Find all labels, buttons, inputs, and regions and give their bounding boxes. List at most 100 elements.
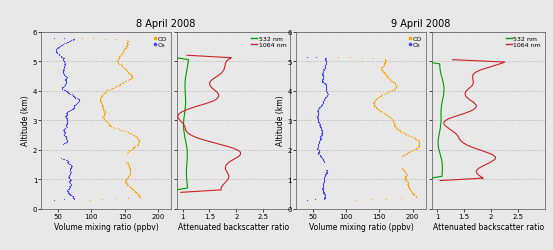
Point	[60, 62, 69, 66]
Point	[405, 187, 414, 191]
Point	[378, 68, 387, 71]
Point	[61, 126, 70, 130]
Point	[318, 186, 327, 190]
Point	[390, 88, 399, 92]
Point	[322, 172, 331, 175]
Point	[392, 86, 400, 90]
Point	[380, 62, 389, 66]
Point	[377, 110, 386, 114]
Point	[126, 167, 134, 171]
Point	[323, 92, 332, 96]
Point	[314, 151, 323, 155]
Point	[124, 162, 133, 166]
Point	[123, 176, 132, 180]
Point	[121, 68, 129, 71]
Point	[66, 172, 75, 175]
Point	[409, 148, 418, 152]
Point	[405, 186, 414, 190]
Point	[64, 186, 73, 190]
Point	[398, 130, 407, 134]
Point	[129, 146, 138, 150]
Point	[60, 127, 69, 131]
Point	[315, 123, 324, 127]
Point	[411, 194, 420, 198]
Point	[120, 48, 129, 52]
Point	[72, 102, 81, 106]
Point	[66, 163, 75, 167]
Point	[130, 145, 139, 149]
Point	[113, 58, 122, 62]
Point	[411, 137, 420, 141]
Point	[55, 46, 64, 50]
Point	[123, 151, 132, 155]
Point	[134, 140, 143, 144]
Point	[62, 114, 71, 118]
Point	[318, 74, 327, 78]
Point	[66, 194, 75, 198]
Point	[128, 187, 137, 191]
Point	[63, 121, 72, 125]
Point	[322, 170, 331, 174]
Point	[122, 178, 131, 182]
Point	[312, 115, 321, 119]
Point	[372, 97, 381, 101]
Point	[124, 149, 133, 153]
Point	[411, 195, 420, 199]
Point	[65, 40, 74, 44]
Point	[65, 185, 74, 189]
Point	[54, 46, 62, 50]
Point	[60, 132, 69, 136]
Point	[313, 110, 322, 114]
Point	[65, 178, 74, 182]
Point	[59, 43, 67, 47]
Point	[384, 77, 393, 81]
Point	[62, 80, 71, 84]
Point	[369, 102, 378, 106]
Point	[60, 66, 69, 70]
Point	[414, 141, 423, 145]
Point	[61, 135, 70, 139]
Point	[125, 166, 134, 170]
Point	[392, 84, 400, 87]
Point	[123, 41, 132, 45]
Point	[319, 191, 327, 195]
Point	[131, 191, 140, 195]
Point	[324, 93, 332, 97]
Point	[111, 197, 120, 201]
Point	[403, 180, 411, 184]
Point	[315, 154, 324, 158]
Point	[125, 168, 134, 172]
Point	[321, 85, 330, 89]
Point	[114, 128, 123, 132]
Point	[404, 183, 413, 187]
Point	[319, 100, 327, 104]
Point	[66, 172, 75, 176]
Point	[53, 52, 61, 56]
Point	[65, 167, 74, 171]
Point	[345, 56, 354, 60]
Point	[380, 61, 389, 65]
Point	[127, 73, 135, 77]
Point	[59, 69, 68, 73]
Point	[415, 142, 424, 146]
Point	[315, 141, 324, 145]
Point	[315, 138, 324, 142]
Point	[319, 158, 328, 162]
Point	[61, 75, 70, 79]
Point	[59, 129, 68, 133]
Point	[393, 127, 401, 131]
Point	[318, 72, 327, 76]
Point	[321, 97, 330, 101]
Point	[314, 144, 322, 148]
Point	[388, 80, 397, 84]
Point	[131, 190, 139, 194]
Point	[313, 114, 322, 118]
Point	[64, 191, 73, 195]
Point	[314, 108, 322, 112]
Point	[67, 164, 76, 168]
Point	[318, 76, 327, 80]
Point	[66, 170, 75, 174]
Point	[408, 191, 416, 195]
Point	[319, 190, 327, 194]
Point	[126, 171, 134, 175]
